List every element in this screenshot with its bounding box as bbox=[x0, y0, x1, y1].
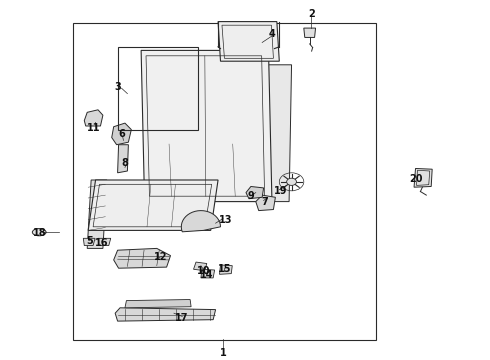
Polygon shape bbox=[304, 28, 316, 37]
Polygon shape bbox=[246, 186, 264, 199]
Text: 7: 7 bbox=[261, 197, 268, 207]
Polygon shape bbox=[256, 195, 275, 211]
Polygon shape bbox=[269, 65, 292, 202]
Ellipse shape bbox=[287, 178, 296, 185]
Bar bbox=[73, 23, 376, 340]
Polygon shape bbox=[88, 180, 218, 230]
Text: 1: 1 bbox=[220, 348, 226, 358]
Polygon shape bbox=[87, 180, 107, 248]
Text: 16: 16 bbox=[95, 238, 109, 248]
Text: 13: 13 bbox=[219, 215, 232, 225]
Text: 5: 5 bbox=[86, 236, 93, 246]
Polygon shape bbox=[115, 308, 216, 321]
Text: 18: 18 bbox=[33, 228, 47, 238]
Polygon shape bbox=[181, 211, 221, 232]
Polygon shape bbox=[220, 265, 232, 274]
Text: 6: 6 bbox=[118, 129, 125, 139]
Polygon shape bbox=[194, 262, 207, 271]
Text: 2: 2 bbox=[308, 9, 315, 19]
Polygon shape bbox=[218, 22, 279, 61]
Polygon shape bbox=[118, 145, 128, 173]
Text: 4: 4 bbox=[269, 29, 275, 39]
Polygon shape bbox=[84, 110, 103, 126]
Polygon shape bbox=[141, 50, 272, 202]
Text: 8: 8 bbox=[122, 158, 128, 168]
Bar bbox=[118, 47, 198, 130]
Text: 12: 12 bbox=[154, 252, 168, 262]
Text: 10: 10 bbox=[196, 266, 210, 276]
Ellipse shape bbox=[32, 229, 46, 236]
Text: 19: 19 bbox=[273, 186, 287, 196]
Polygon shape bbox=[98, 238, 111, 246]
Polygon shape bbox=[414, 168, 432, 187]
Polygon shape bbox=[112, 123, 131, 145]
Text: 17: 17 bbox=[174, 312, 188, 323]
Polygon shape bbox=[114, 248, 171, 268]
Polygon shape bbox=[201, 269, 215, 278]
Text: 9: 9 bbox=[248, 191, 255, 201]
Text: 20: 20 bbox=[409, 174, 422, 184]
Text: 11: 11 bbox=[87, 123, 101, 133]
Polygon shape bbox=[125, 300, 191, 308]
Text: 15: 15 bbox=[218, 264, 231, 274]
Polygon shape bbox=[83, 238, 95, 246]
Text: 14: 14 bbox=[200, 270, 214, 280]
Text: 3: 3 bbox=[114, 82, 121, 92]
